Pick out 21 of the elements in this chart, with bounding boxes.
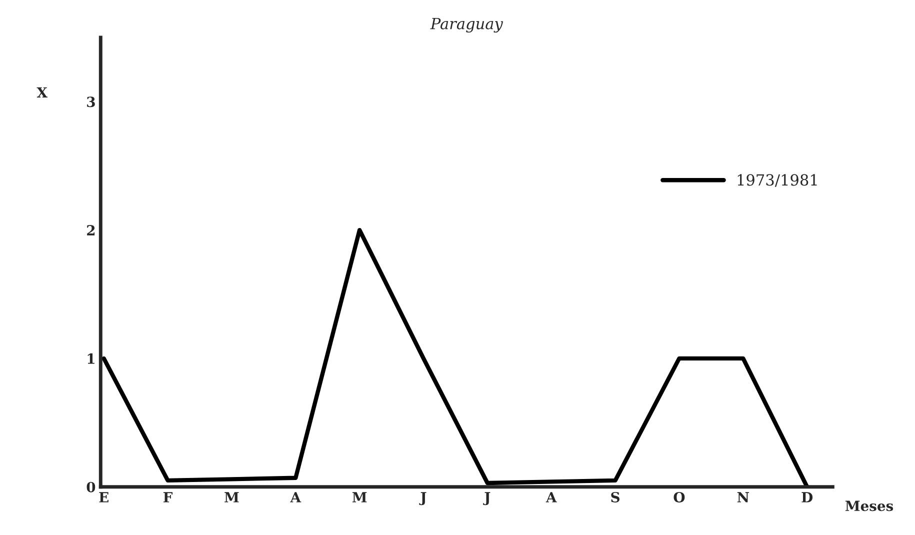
y-tick-label: 1 — [88, 353, 94, 364]
x-tick-label: A — [546, 492, 557, 502]
x-tick-label: O — [674, 492, 685, 502]
y-tick-label: 2 — [87, 225, 95, 236]
x-tick-label: J — [419, 492, 426, 506]
y-axis-title: X — [36, 87, 48, 98]
x-tick-label: F — [163, 492, 173, 502]
x-tick-label: M — [224, 492, 239, 502]
x-tick-label: A — [290, 492, 302, 502]
x-tick-label: E — [99, 492, 108, 502]
x-tick-label: N — [737, 492, 749, 502]
x-tick-label: M — [352, 492, 367, 502]
x-tick-label: D — [802, 492, 813, 502]
chart-title: Paraguay — [430, 18, 504, 33]
legend-label: 1973/1981 — [738, 174, 817, 187]
y-tick-label: 0 — [86, 482, 96, 492]
x-tick-label: S — [611, 492, 620, 502]
x-tick-label: J — [483, 492, 490, 506]
x-axis-title: Meses — [845, 500, 894, 512]
line-series — [102, 228, 810, 487]
y-tick-label: 3 — [87, 96, 95, 108]
